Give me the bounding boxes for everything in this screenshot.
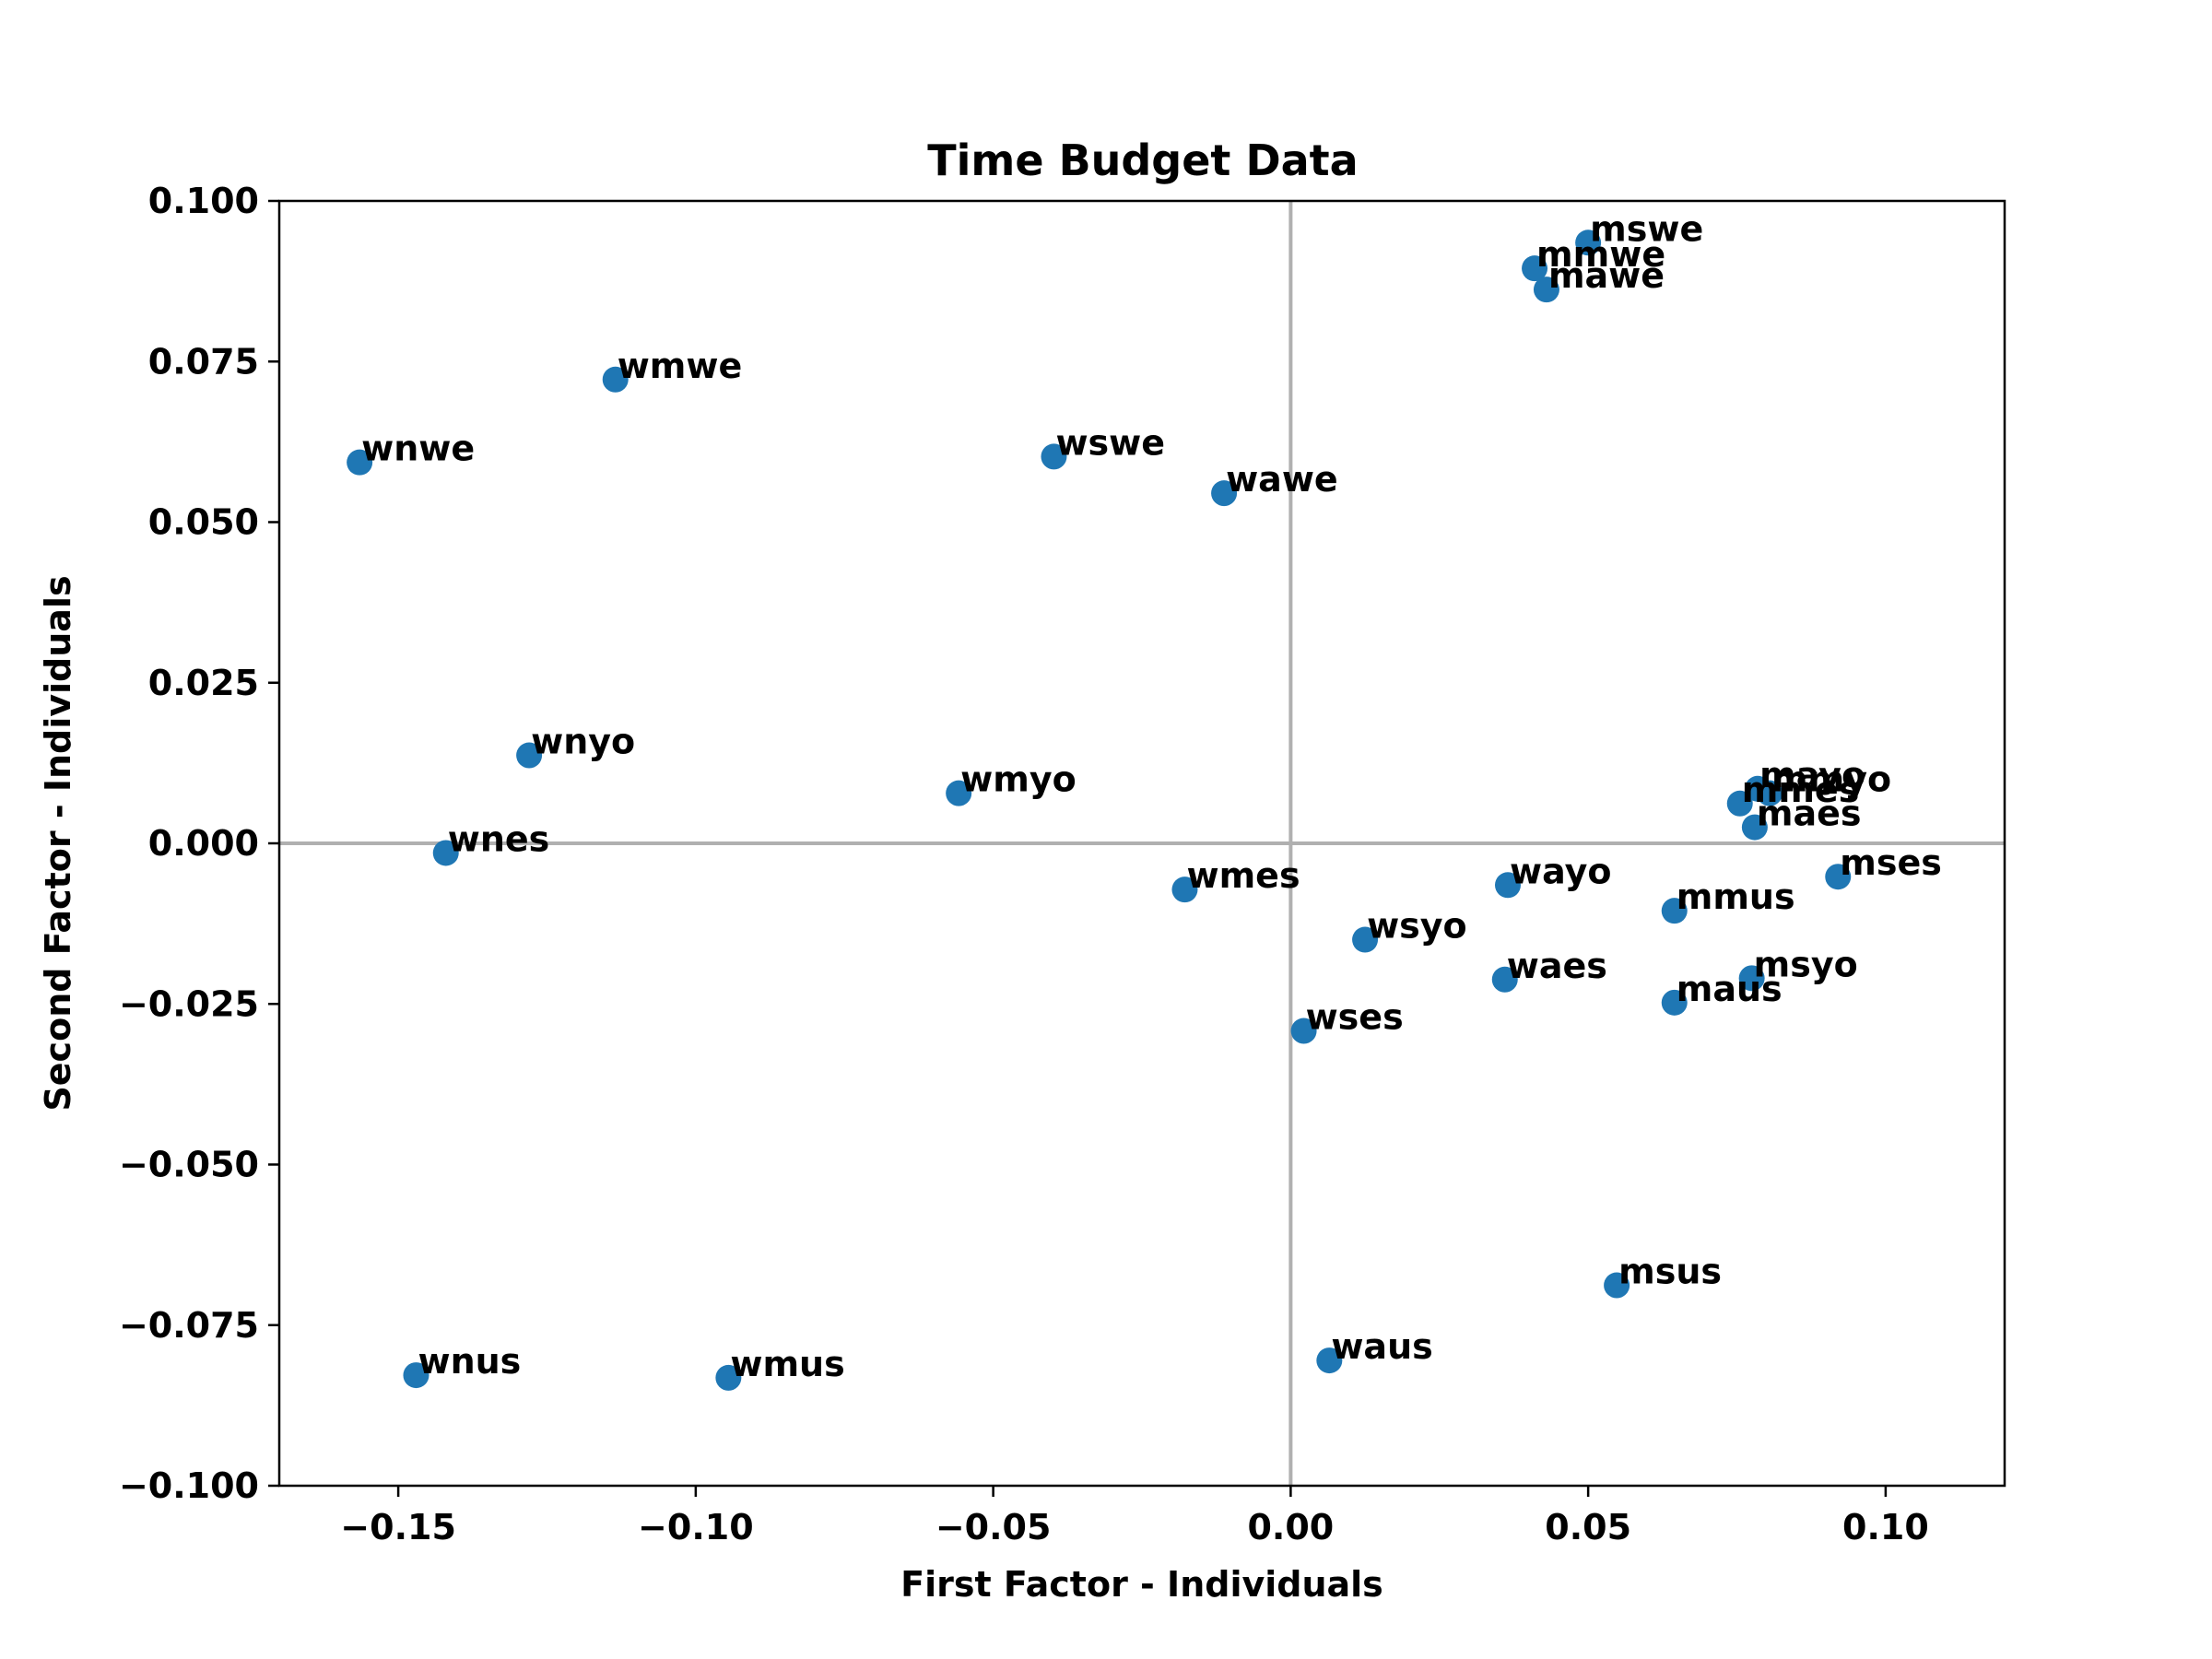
point-label: msyo xyxy=(1754,944,1858,984)
x-tick-label: −0.05 xyxy=(935,1507,1052,1547)
chart-title: Time Budget Data xyxy=(927,135,1358,185)
point-label: waes xyxy=(1507,946,1607,986)
point-label: maes xyxy=(1757,794,1862,834)
point-label: wmwe xyxy=(618,346,743,386)
data-point xyxy=(1316,1347,1343,1374)
data-point xyxy=(602,366,629,393)
point-label: mmyo xyxy=(1771,759,1891,800)
data-point xyxy=(1575,229,1602,256)
point-label: wswe xyxy=(1055,422,1165,463)
data-point xyxy=(946,780,972,806)
point-label: mawe xyxy=(1548,255,1665,296)
point-label: wayo xyxy=(1510,851,1611,891)
point-label: wnus xyxy=(418,1341,521,1382)
y-tick-label: 0.025 xyxy=(148,663,259,703)
x-tick-label: 0.05 xyxy=(1545,1507,1631,1547)
y-axis-ticks: −0.100 −0.075 −0.050 −0.025 0.000 0.025 0.050 0… xyxy=(119,181,279,1506)
data-point xyxy=(1041,443,1067,470)
point-label: wawe xyxy=(1226,459,1338,500)
data-point xyxy=(1604,1272,1630,1299)
x-tick-label: 0.00 xyxy=(1247,1507,1334,1547)
point-label: mmwe xyxy=(1536,234,1665,275)
data-point xyxy=(1171,877,1198,903)
data-point xyxy=(1533,276,1559,303)
point-label: wmes xyxy=(1186,855,1300,896)
data-point xyxy=(715,1364,742,1391)
x-tick-label: 0.10 xyxy=(1842,1507,1929,1547)
x-tick-label: −0.10 xyxy=(638,1507,754,1547)
point-label: wses xyxy=(1306,997,1404,1038)
data-point xyxy=(1741,814,1768,841)
data-point xyxy=(1726,790,1753,817)
point-label: mmes xyxy=(1742,770,1860,810)
point-label: wnyo xyxy=(531,722,635,762)
point-label: wmyo xyxy=(960,759,1077,800)
y-tick-label: 0.075 xyxy=(148,341,259,382)
data-point xyxy=(1290,1018,1317,1044)
x-tick-label: −0.15 xyxy=(340,1507,456,1547)
point-label: mmus xyxy=(1677,877,1795,917)
point-label: waus xyxy=(1331,1326,1432,1367)
point-label: mses xyxy=(1840,842,1942,883)
data-points xyxy=(347,229,1852,1391)
y-tick-label: −0.050 xyxy=(119,1145,259,1185)
point-label: wnwe xyxy=(361,429,475,469)
data-point xyxy=(403,1362,429,1389)
x-axis-label: First Factor - Individuals xyxy=(900,1564,1383,1605)
point-label: maus xyxy=(1677,969,1783,1009)
point-label: wnes xyxy=(448,818,550,859)
data-point xyxy=(1352,926,1379,953)
point-label: msus xyxy=(1618,1252,1722,1292)
data-point xyxy=(1491,966,1518,993)
y-tick-label: −0.100 xyxy=(119,1465,259,1506)
data-point xyxy=(1661,898,1688,924)
data-point xyxy=(516,742,543,769)
data-point xyxy=(1522,255,1548,282)
y-tick-label: 0.100 xyxy=(148,181,259,221)
data-point xyxy=(1825,864,1852,890)
data-point xyxy=(1757,780,1783,806)
reference-lines xyxy=(279,201,2005,1486)
point-label: mayo xyxy=(1759,755,1865,795)
point-label: wsyo xyxy=(1367,906,1467,947)
point-label: mswe xyxy=(1590,208,1703,249)
y-tick-label: −0.075 xyxy=(119,1305,259,1346)
data-point xyxy=(1738,965,1765,992)
point-label: wmus xyxy=(730,1344,844,1384)
x-axis-ticks: −0.15 −0.10 −0.05 0.00 0.05 0.10 xyxy=(340,1486,1929,1547)
y-tick-label: −0.025 xyxy=(119,983,259,1024)
y-axis-label: Second Factor - Individuals xyxy=(38,575,78,1111)
data-point xyxy=(347,449,373,476)
data-point xyxy=(1661,989,1688,1016)
y-tick-label: 0.000 xyxy=(148,823,259,864)
data-point xyxy=(1494,872,1521,899)
data-point xyxy=(1211,480,1238,507)
y-tick-label: 0.050 xyxy=(148,502,259,543)
data-point xyxy=(432,840,459,866)
